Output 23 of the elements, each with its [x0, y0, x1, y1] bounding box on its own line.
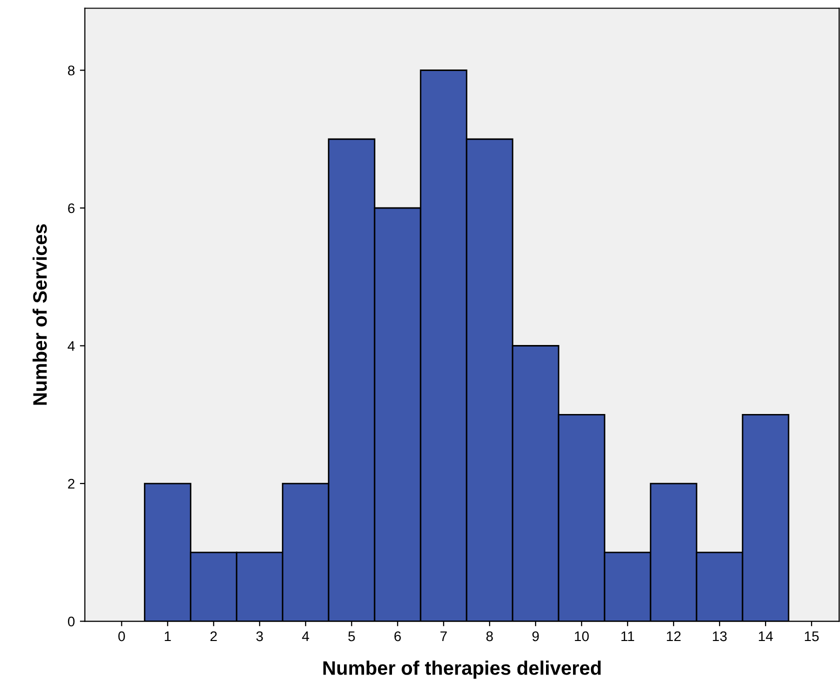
x-tick-label: 0: [118, 631, 125, 642]
x-tick-label: 2: [210, 631, 217, 642]
x-tick-label: 6: [394, 631, 401, 642]
x-tick-label: 8: [486, 631, 493, 642]
x-tick-label: 12: [666, 631, 681, 642]
x-tick-label: 9: [532, 631, 539, 642]
y-tick-label: 6: [68, 203, 75, 214]
x-tick-label: 3: [256, 631, 263, 642]
x-tick-label: 11: [621, 631, 634, 642]
x-tick-label: 7: [440, 631, 447, 642]
y-tick-label: 8: [68, 66, 75, 76]
x-tick-label: 10: [574, 631, 589, 642]
y-tick-label: 0: [68, 616, 75, 626]
x-tick-label: 15: [804, 631, 819, 642]
x-tick-label: 4: [302, 631, 310, 642]
y-axis-title: Number of Services: [32, 224, 47, 405]
x-tick-label: 14: [758, 631, 773, 642]
x-tick-label: 13: [712, 631, 727, 642]
x-tick-label: 1: [164, 631, 171, 642]
y-tick-label: 4: [68, 341, 75, 351]
x-axis-title: Number of therapies delivered: [323, 660, 601, 679]
y-tick-label: 2: [68, 478, 74, 489]
x-tick-label: 5: [348, 631, 355, 642]
